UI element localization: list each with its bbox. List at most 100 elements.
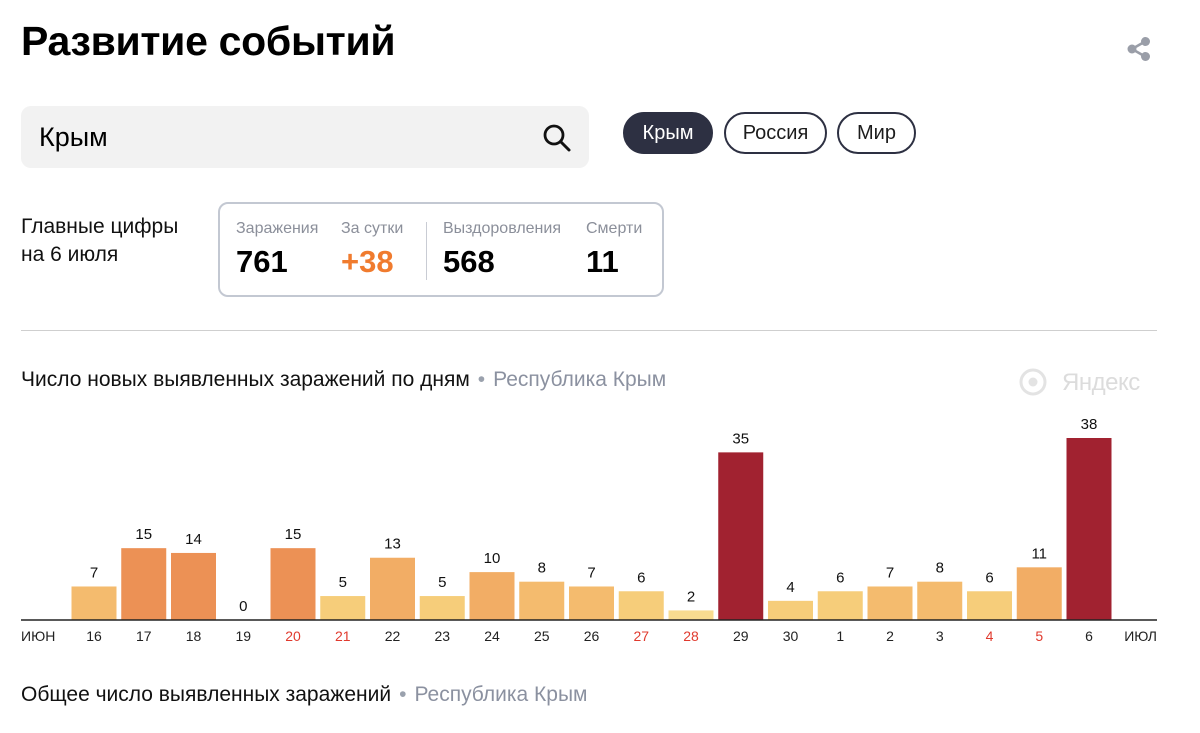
key-figures-date: на 6 июля (21, 243, 119, 266)
data-label-30: 4 (786, 579, 794, 596)
bar-24 (469, 572, 515, 620)
data-label-21: 5 (339, 574, 347, 591)
tick-label-16: 16 (86, 628, 102, 644)
tick-label-23: 23 (434, 628, 450, 644)
stat-recovered-label: Выздоровления (443, 220, 561, 237)
bar-17 (121, 548, 167, 620)
chip-world[interactable]: Мир (837, 112, 916, 154)
bar-20 (270, 548, 316, 620)
data-label-26: 7 (587, 564, 595, 581)
bar-26 (569, 586, 614, 620)
data-label-24: 10 (484, 550, 501, 567)
stat-infections-label: Заражения (236, 220, 319, 237)
yandex-logo: Яндекс (1018, 367, 1140, 397)
data-label-5: 11 (1031, 545, 1047, 562)
bar-18 (171, 552, 216, 620)
tick-label-5: 5 (1035, 628, 1043, 644)
section-divider (21, 330, 1157, 331)
separator-dot: • (399, 683, 407, 706)
tick-label-25: 25 (534, 628, 550, 644)
daily-chart-region: Республика Крым (493, 368, 667, 391)
search-box (21, 106, 589, 168)
data-label-4: 6 (985, 569, 993, 586)
tick-label-20: 20 (285, 628, 301, 644)
stat-daily: За сутки +38 (341, 220, 403, 280)
bar-29 (718, 452, 764, 620)
data-label-25: 8 (538, 560, 546, 577)
page-title: Развитие событий (21, 18, 396, 64)
bar-6 (1066, 438, 1112, 620)
tick-label-18: 18 (186, 628, 202, 644)
bar-27 (618, 591, 664, 620)
tick-label-26: 26 (584, 628, 600, 644)
separator-dot: • (477, 368, 486, 391)
stat-recovered-value: 568 (443, 244, 495, 279)
tick-label-2: 2 (886, 628, 894, 644)
bar-21 (320, 596, 366, 620)
chip-crimea[interactable]: Крым (623, 112, 713, 154)
stat-deaths-label: Смерти (586, 220, 643, 237)
tick-label-4: 4 (986, 628, 994, 644)
tick-label-28: 28 (683, 628, 699, 644)
key-figures-panel: Заражения 761 За сутки +38 Выздоровления… (218, 202, 664, 297)
bar-5 (1016, 567, 1062, 620)
daily-chart-title: Число новых выявленных заражений по дням… (21, 368, 666, 392)
data-label-20: 15 (285, 526, 302, 543)
tick-label-1: 1 (836, 628, 844, 644)
tick-label-30: 30 (783, 628, 799, 644)
search-input[interactable] (39, 106, 519, 168)
daily-infections-chart: 7161517141801915205211322523102482572662… (21, 416, 1157, 644)
data-label-22: 13 (384, 536, 401, 553)
tick-label-17: 17 (136, 628, 152, 644)
tick-label-21: 21 (335, 628, 351, 644)
data-label-28: 2 (687, 588, 695, 605)
tick-label-29: 29 (733, 628, 749, 644)
month-label-june: ИЮН (21, 628, 55, 644)
data-label-29: 35 (732, 430, 749, 447)
key-figures-label-line1: Главные цифры (21, 215, 179, 238)
bar-23 (419, 596, 465, 620)
total-chart-title-text: Общее число выявленных заражений (21, 683, 392, 706)
stat-daily-value: +38 (341, 244, 394, 279)
tick-label-24: 24 (484, 628, 500, 644)
chip-russia[interactable]: Россия (724, 112, 827, 154)
bar-4 (967, 591, 1012, 620)
stat-deaths: Смерти 11 (586, 220, 642, 280)
key-figures-label: Главные цифры на 6 июля (21, 213, 178, 269)
tick-label-27: 27 (633, 628, 649, 644)
yandex-logo-text: Яндекс (1062, 369, 1140, 396)
bar-3 (917, 581, 963, 620)
data-label-2: 7 (886, 564, 894, 581)
data-label-3: 8 (936, 560, 944, 577)
bar-25 (519, 581, 565, 620)
total-chart-region: Республика Крым (414, 683, 588, 706)
tick-label-22: 22 (385, 628, 401, 644)
stat-recovered: Выздоровления 568 (443, 220, 561, 280)
bar-2 (867, 586, 913, 620)
share-button[interactable] (1124, 34, 1154, 64)
bar-28 (668, 610, 714, 620)
daily-chart-title-text: Число новых выявленных заражений по дням (21, 368, 470, 391)
search-icon[interactable] (541, 122, 573, 154)
data-label-1: 6 (836, 569, 844, 586)
data-label-19: 0 (239, 598, 247, 615)
stat-infections-value: 761 (236, 244, 288, 279)
bar-22 (370, 557, 415, 620)
tick-label-3: 3 (936, 628, 944, 644)
bar-30 (768, 600, 813, 620)
total-chart-title: Общее число выявленных заражений • Республ… (21, 683, 587, 707)
bar-1 (817, 591, 863, 620)
bar-16 (71, 586, 117, 620)
tick-label-6: 6 (1085, 628, 1093, 644)
data-label-16: 7 (90, 564, 98, 581)
month-label-july: ИЮЛ (1124, 628, 1157, 644)
stat-deaths-value: 11 (586, 244, 619, 279)
tick-label-19: 19 (235, 628, 251, 644)
data-label-18: 14 (185, 531, 202, 548)
data-label-17: 15 (135, 526, 152, 543)
stat-daily-label: За сутки (341, 220, 404, 237)
stat-divider (426, 222, 427, 280)
yandex-logo-icon (1019, 368, 1047, 396)
data-label-23: 5 (438, 574, 446, 591)
data-label-6: 38 (1081, 416, 1098, 433)
